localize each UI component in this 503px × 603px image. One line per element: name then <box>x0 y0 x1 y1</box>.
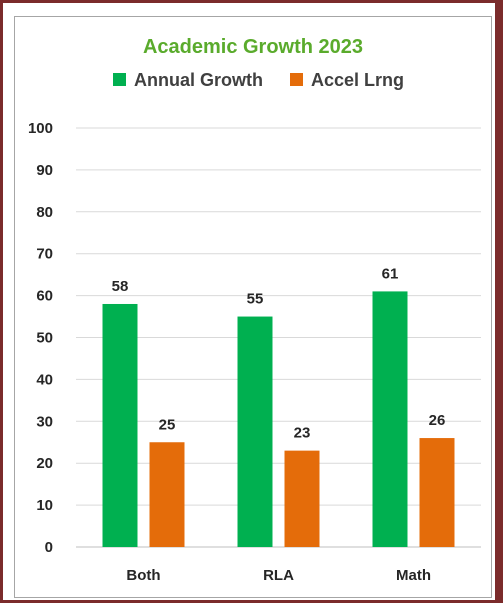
y-tick-label-90: 90 <box>36 162 53 179</box>
data-label-both-series-0: 58 <box>112 278 129 295</box>
bar-both-series-1 <box>149 442 185 547</box>
data-label-math-series-0: 61 <box>382 265 399 282</box>
y-axis: 0 10 20 30 40 50 60 70 80 90 100 <box>28 120 53 556</box>
bar-chart: Academic Growth 2023 Annual Growth Accel … <box>28 36 481 584</box>
y-tick-label-70: 70 <box>36 246 53 263</box>
chart-legend: Annual Growth Accel Lrng <box>113 70 404 90</box>
chart-title: Academic Growth 2023 <box>143 36 363 58</box>
x-category-label-math: Math <box>396 567 431 584</box>
bar-rla-series-1 <box>284 450 320 547</box>
data-label-rla-series-1: 23 <box>294 425 311 442</box>
legend-swatch-0 <box>113 73 126 86</box>
y-tick-label-30: 30 <box>36 413 53 430</box>
data-label-rla-series-0: 55 <box>247 291 264 308</box>
x-category-label-rla: RLA <box>263 567 294 584</box>
data-labels: 58 25 55 23 61 26 <box>112 265 446 441</box>
gridlines <box>76 127 481 548</box>
bar-math-series-0 <box>372 291 408 547</box>
y-tick-label-10: 10 <box>36 497 53 514</box>
y-tick-label-60: 60 <box>36 288 53 305</box>
y-tick-label-20: 20 <box>36 455 53 472</box>
bars <box>102 291 455 547</box>
bar-math-series-1 <box>419 438 455 547</box>
data-label-math-series-1: 26 <box>429 412 446 429</box>
legend-label-1: Accel Lrng <box>311 70 404 90</box>
data-label-both-series-1: 25 <box>159 416 176 433</box>
bar-rla-series-0 <box>237 316 273 547</box>
bar-both-series-0 <box>102 303 138 547</box>
y-tick-label-0: 0 <box>45 539 53 556</box>
x-category-label-both: Both <box>126 567 160 584</box>
y-tick-label-50: 50 <box>36 330 53 347</box>
y-tick-label-100: 100 <box>28 120 53 137</box>
legend-label-0: Annual Growth <box>134 70 263 90</box>
chart-panel: Academic Growth 2023 Annual Growth Accel … <box>14 16 492 598</box>
legend-swatch-1 <box>290 73 303 86</box>
x-axis: Both RLA Math <box>126 567 431 584</box>
y-tick-label-40: 40 <box>36 371 53 388</box>
y-tick-label-80: 80 <box>36 204 53 221</box>
